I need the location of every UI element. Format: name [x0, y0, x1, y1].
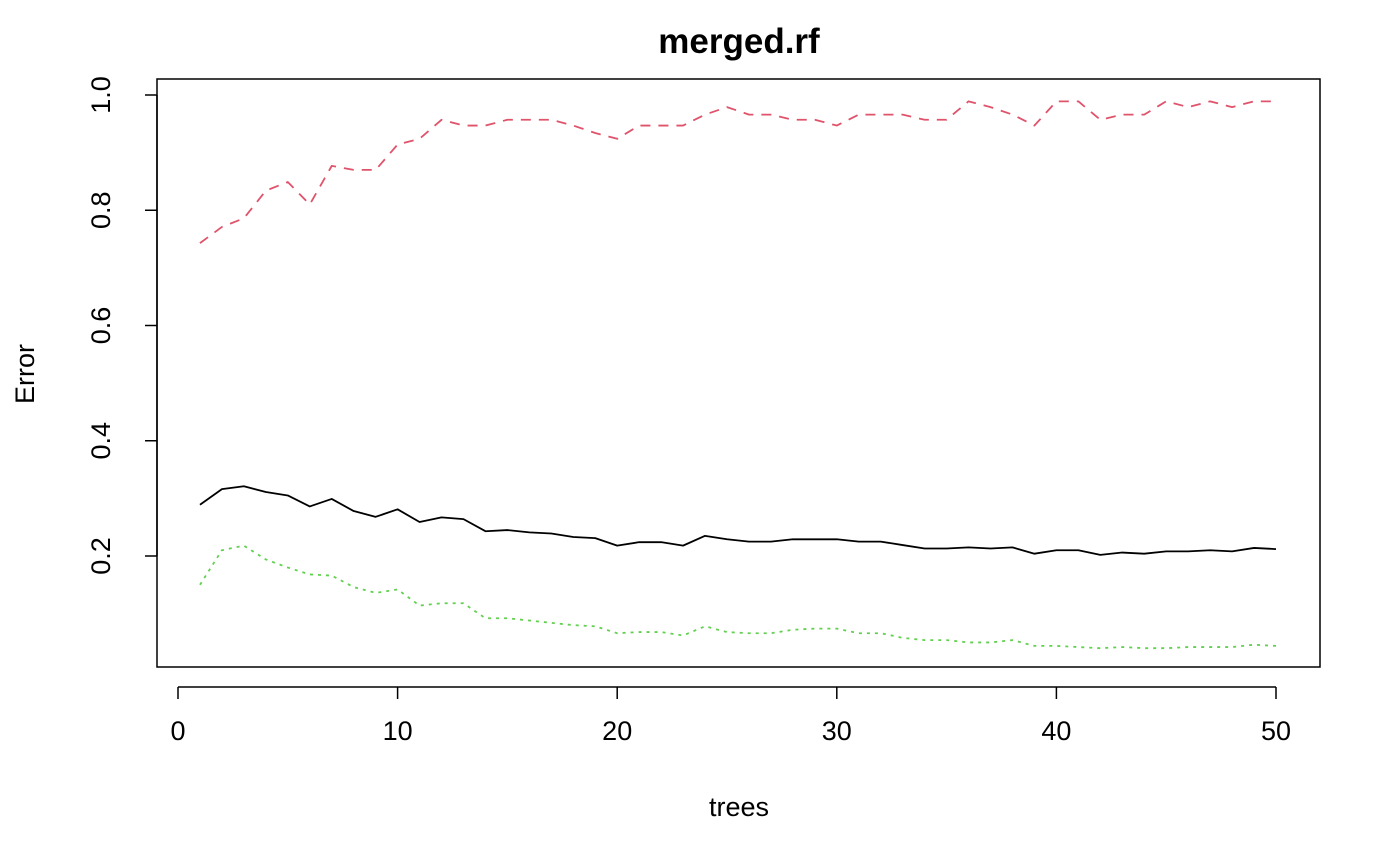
y-tick-label: 0.2	[86, 537, 116, 575]
series-line-1	[199, 485, 1277, 556]
y-tick-label: 0.4	[86, 422, 116, 460]
x-axis: 0 10 20 30 40 50	[170, 686, 1291, 746]
x-tick-label: 0	[170, 716, 185, 746]
y-axis: 0.2 0.4 0.6 0.8 1.0	[86, 76, 158, 575]
y-tick-label: 0.6	[86, 307, 116, 345]
x-tick-label: 50	[1261, 716, 1291, 746]
chart-title: merged.rf	[658, 22, 820, 61]
x-tick-label: 10	[383, 716, 413, 746]
series-layer	[199, 100, 1277, 650]
x-tick-label: 20	[602, 716, 632, 746]
y-tick-label: 1.0	[86, 76, 116, 114]
y-tick-label: 0.8	[86, 191, 116, 229]
series-line-2	[199, 100, 1276, 244]
x-axis-label: trees	[709, 792, 769, 822]
series-line-3	[199, 544, 1277, 650]
y-axis-label: Error	[10, 344, 40, 404]
x-tick-label: 40	[1041, 716, 1071, 746]
x-tick-label: 30	[822, 716, 852, 746]
